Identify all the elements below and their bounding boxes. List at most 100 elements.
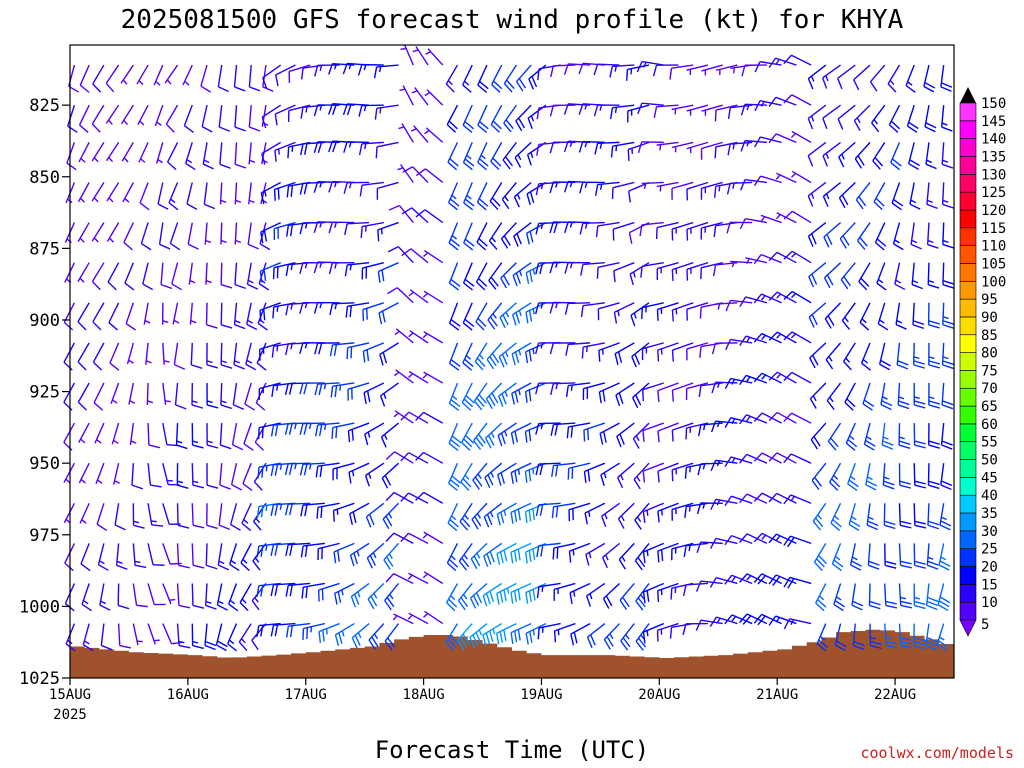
- wind-barb: [229, 543, 240, 572]
- wind-barb: [132, 543, 147, 569]
- wind-barb: [924, 105, 937, 133]
- wind-barb: [869, 623, 882, 650]
- wind-barb: [537, 622, 561, 640]
- wind-barb: [869, 64, 886, 92]
- wind-barb: [95, 462, 105, 484]
- wind-barb: [852, 623, 865, 651]
- wind-barb: [596, 261, 620, 279]
- wind-barb: [783, 576, 812, 589]
- wind-barb: [137, 104, 149, 126]
- wind-barb: [160, 262, 173, 290]
- wind-barb: [641, 342, 664, 361]
- wind-barb: [400, 532, 429, 545]
- y-tick-label: 900: [29, 311, 60, 331]
- wind-barb: [91, 104, 105, 133]
- wind-barb: [333, 542, 355, 564]
- wind-barb: [256, 342, 267, 371]
- colorbar-segment: [959, 138, 977, 157]
- wind-barb: [913, 583, 926, 610]
- wind-barb: [206, 423, 219, 449]
- wind-barb: [896, 342, 909, 370]
- wind-barb: [173, 342, 186, 370]
- wind-barb: [241, 502, 252, 532]
- wind-barb: [656, 141, 679, 151]
- wind-barb: [822, 141, 841, 167]
- wind-barb: [328, 221, 355, 234]
- wind-barb: [316, 502, 340, 519]
- wind-barb: [827, 422, 842, 451]
- wind-barb: [860, 342, 872, 371]
- wind-barb: [807, 181, 827, 207]
- wind-barb: [811, 462, 827, 491]
- wind-barb: [219, 463, 231, 490]
- y-tick-label: 925: [29, 383, 60, 403]
- wind-barb: [363, 382, 385, 404]
- wind-barb: [826, 382, 842, 410]
- wind-barb: [461, 382, 475, 411]
- wind-barb: [145, 342, 152, 365]
- wind-barb: [448, 422, 462, 451]
- colorbar-tick-label: 140: [981, 132, 1006, 148]
- wind-barb: [63, 302, 76, 331]
- colorbar-tick-label: 25: [981, 542, 998, 558]
- wind-barb: [551, 462, 576, 477]
- colorbar-segment: [959, 601, 977, 621]
- wind-barb: [343, 181, 370, 194]
- wind-barb: [385, 573, 414, 585]
- wind-barb: [842, 342, 856, 371]
- wind-barb: [364, 462, 385, 487]
- wind-barb: [496, 582, 517, 605]
- wind-barb: [925, 142, 937, 170]
- wind-barb: [783, 453, 812, 464]
- wind-barb: [639, 221, 664, 237]
- wind-barb: [349, 542, 370, 567]
- wind-barb: [603, 623, 621, 650]
- wind-barb: [739, 613, 768, 625]
- wind-barb: [642, 622, 665, 644]
- wind-barb: [488, 262, 503, 290]
- wind-barb: [424, 127, 444, 143]
- wind-barb: [535, 462, 561, 476]
- wind-barb: [220, 382, 232, 410]
- colorbar-segment: [959, 370, 977, 389]
- wind-barb: [461, 422, 475, 451]
- wind-barb: [299, 462, 325, 476]
- wind-barb: [106, 182, 120, 203]
- wind-barb: [245, 342, 257, 371]
- wind-barb: [201, 104, 213, 133]
- wind-barb: [936, 623, 949, 652]
- wind-barb: [422, 531, 444, 544]
- wind-barb: [191, 583, 205, 609]
- wind-barb: [671, 502, 694, 521]
- wind-barb: [476, 182, 489, 211]
- wind-barb: [228, 583, 239, 612]
- wind-barb: [585, 582, 606, 607]
- wind-barb: [361, 262, 384, 280]
- wind-barb: [412, 46, 429, 66]
- wind-barb: [176, 623, 191, 649]
- wind-barb: [496, 542, 517, 566]
- wind-barb: [696, 502, 723, 515]
- wind-barb: [598, 382, 620, 404]
- wind-barb: [877, 302, 889, 331]
- wind-barb: [714, 104, 738, 122]
- wind-barb: [905, 64, 916, 93]
- wind-barb: [463, 182, 475, 211]
- colorbar-segment: [959, 477, 977, 496]
- wind-barb: [671, 462, 694, 482]
- terrain: [70, 629, 954, 678]
- wind-barb: [132, 623, 143, 646]
- wind-barb: [91, 182, 105, 203]
- wind-barb: [495, 622, 517, 645]
- wind-barb: [381, 462, 400, 489]
- colorbar-tick-label: 65: [981, 399, 998, 415]
- wind-barb: [898, 463, 911, 489]
- colorbar-tick-label: 145: [981, 114, 1006, 130]
- wind-barb: [686, 262, 709, 281]
- wind-barb: [367, 582, 385, 610]
- wind-barb: [175, 423, 188, 450]
- wind-barb: [377, 262, 399, 283]
- wind-barb: [408, 370, 429, 384]
- wind-barb: [483, 542, 503, 568]
- colorbar-tick-label: 80: [981, 346, 998, 362]
